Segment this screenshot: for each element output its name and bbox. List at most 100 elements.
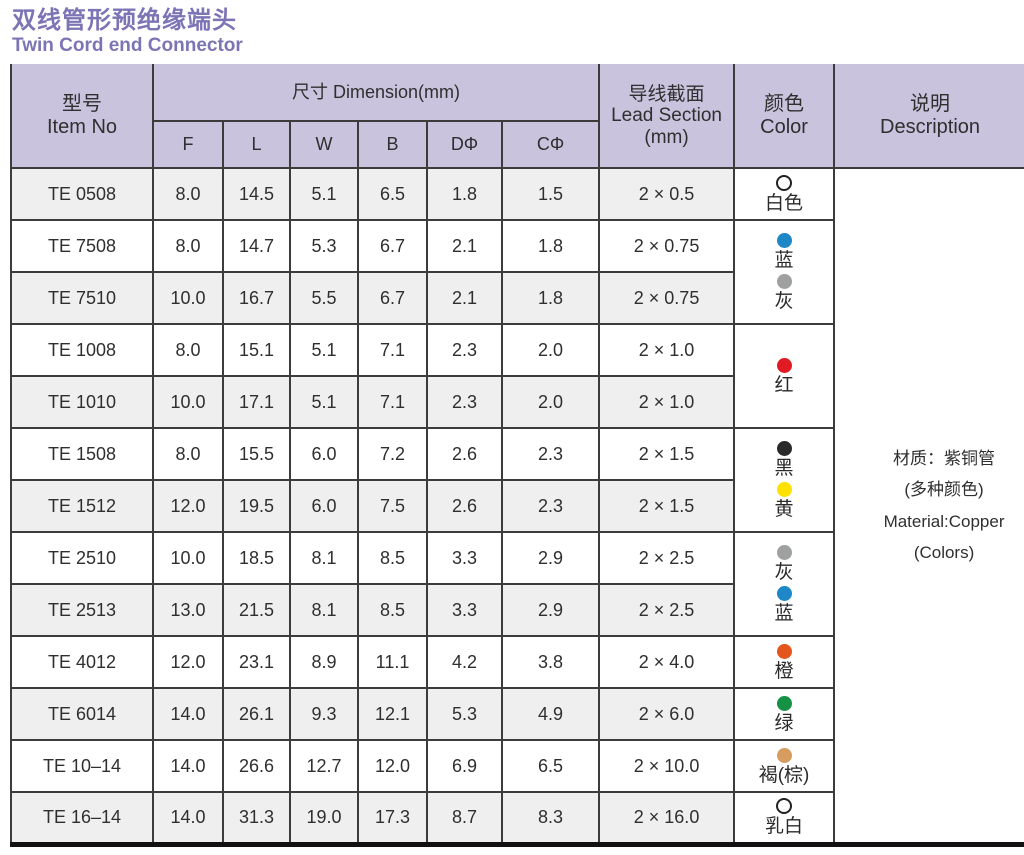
- dim-l-cell: 14.5: [222, 167, 291, 222]
- lead-section-cell: 2 × 1.5: [598, 479, 736, 534]
- item-no-cell: TE 2513: [10, 583, 154, 638]
- dim-w-cell: 8.1: [289, 583, 359, 638]
- dim-b-cell: 12.0: [357, 739, 428, 794]
- dim-w-cell: 5.1: [289, 323, 359, 378]
- dim-dphi-cell: 2.1: [426, 219, 503, 274]
- dim-cphi-cell: 4.9: [500, 687, 601, 742]
- color-label: 黑: [774, 457, 794, 479]
- dim-l-cell: 15.5: [222, 427, 291, 482]
- dim-dphi-cell: 1.8: [426, 167, 503, 222]
- color-cell: 橙: [733, 635, 836, 690]
- dim-b-cell: 7.1: [357, 375, 428, 430]
- dim-l-cell: 18.5: [222, 531, 291, 586]
- dim-f-cell: 8.0: [152, 427, 224, 482]
- dim-f-cell: 10.0: [152, 531, 224, 586]
- color-label: 蓝: [774, 603, 794, 625]
- color-dot-white: [776, 798, 793, 815]
- description-line: Material:Copper: [883, 511, 1005, 531]
- dim-f-cell: 8.0: [152, 219, 224, 274]
- col-header-dphi: DΦ: [426, 120, 503, 170]
- dim-cphi-cell: 1.8: [500, 219, 601, 274]
- dim-l-cell: 26.1: [222, 687, 291, 742]
- page-header: 双线管形预绝缘端头 Twin Cord end Connector: [0, 0, 1024, 56]
- item-no-cell: TE 0508: [10, 167, 154, 222]
- dim-l-cell: 17.1: [222, 375, 291, 430]
- table-row: TE 16–14 14.0 31.3 19.0 17.3 8.7 8.3 2 ×…: [10, 791, 1024, 846]
- dim-dphi-cell: 2.3: [426, 375, 503, 430]
- color-dot-blue: [776, 232, 792, 248]
- col-header-item-no-en: Item No: [46, 115, 118, 138]
- col-header-color-en: Color: [760, 115, 808, 138]
- color-label: 白色: [765, 193, 804, 215]
- color-label: 黄: [774, 499, 794, 521]
- color-dot-red: [776, 357, 792, 373]
- dim-b-cell: 7.1: [357, 323, 428, 378]
- dim-w-cell: 12.7: [289, 739, 359, 794]
- lead-section-cell: 2 × 1.0: [598, 375, 736, 430]
- dim-b-cell: 6.7: [357, 219, 428, 274]
- dim-l-cell: 31.3: [222, 791, 291, 846]
- dim-cphi-cell: 2.3: [500, 479, 601, 534]
- dim-w-cell: 5.1: [289, 375, 359, 430]
- dim-f-cell: 10.0: [152, 375, 224, 430]
- dim-b-cell: 7.2: [357, 427, 428, 482]
- col-header-lead-en: Lead Section: [611, 105, 722, 127]
- table-row: TE 1512 12.0 19.5 6.0 7.5 2.6 2.3 2 × 1.…: [10, 479, 1024, 534]
- dim-w-cell: 6.0: [289, 479, 359, 534]
- description-line: (Colors): [913, 543, 975, 563]
- color-label: 灰: [774, 291, 794, 313]
- dim-w-cell: 9.3: [289, 687, 359, 742]
- dim-w-cell: 8.1: [289, 531, 359, 586]
- dim-dphi-cell: 2.6: [426, 479, 503, 534]
- item-no-cell: TE 1512: [10, 479, 154, 534]
- dim-dphi-cell: 4.2: [426, 635, 503, 690]
- item-no-cell: TE 1508: [10, 427, 154, 482]
- col-header-lead-unit: (mm): [644, 126, 689, 148]
- dim-w-cell: 19.0: [289, 791, 359, 846]
- description-cell: 材质：紫铜管 (多种颜色) Material:Copper (Colors): [833, 167, 1024, 846]
- lead-section-cell: 2 × 4.0: [598, 635, 736, 690]
- dim-b-cell: 7.5: [357, 479, 428, 534]
- color-label: 绿: [774, 712, 794, 734]
- color-dot-gray: [776, 274, 792, 290]
- dim-w-cell: 5.5: [289, 271, 359, 326]
- item-no-cell: TE 10–14: [10, 739, 154, 794]
- dim-l-cell: 15.1: [222, 323, 291, 378]
- table-row: TE 2513 13.0 21.5 8.1 8.5 3.3 2.9 2 × 2.…: [10, 583, 1024, 638]
- dim-cphi-cell: 2.9: [500, 583, 601, 638]
- col-header-b: B: [357, 120, 428, 170]
- spec-table: 型号 Item No 尺寸 Dimension(mm) 导线截面 Lead Se…: [10, 64, 1024, 847]
- col-header-lead-zh: 导线截面: [628, 84, 705, 106]
- lead-section-cell: 2 × 10.0: [598, 739, 736, 794]
- dim-f-cell: 12.0: [152, 479, 224, 534]
- item-no-cell: TE 1008: [10, 323, 154, 378]
- col-header-item-no-zh: 型号: [62, 92, 102, 115]
- dim-b-cell: 6.7: [357, 271, 428, 326]
- color-dot-yellow: [776, 482, 792, 498]
- color-dot-gray: [776, 544, 792, 560]
- dim-dphi-cell: 6.9: [426, 739, 503, 794]
- dim-l-cell: 19.5: [222, 479, 291, 534]
- dim-f-cell: 12.0: [152, 635, 224, 690]
- item-no-cell: TE 1010: [10, 375, 154, 430]
- color-dot-brown: [776, 747, 792, 763]
- dim-cphi-cell: 1.8: [500, 271, 601, 326]
- color-cell: 褐(棕): [733, 739, 836, 794]
- dim-f-cell: 14.0: [152, 687, 224, 742]
- table-row: TE 1508 8.0 15.5 6.0 7.2 2.6 2.3 2 × 1.5…: [10, 427, 1024, 534]
- item-no-cell: TE 2510: [10, 531, 154, 586]
- dim-dphi-cell: 8.7: [426, 791, 503, 846]
- col-header-description: 说明 Description: [833, 64, 1024, 170]
- color-cell: 蓝 灰: [733, 219, 836, 326]
- dim-l-cell: 14.7: [222, 219, 291, 274]
- dim-cphi-cell: 2.0: [500, 323, 601, 378]
- dim-f-cell: 8.0: [152, 323, 224, 378]
- item-no-cell: TE 4012: [10, 635, 154, 690]
- table-row: TE 0508 8.0 14.5 5.1 6.5 1.8 1.5 2 × 0.5…: [10, 167, 1024, 846]
- description-line: 材质：紫铜管: [893, 448, 996, 468]
- lead-section-cell: 2 × 2.5: [598, 583, 736, 638]
- lead-section-cell: 2 × 2.5: [598, 531, 736, 586]
- dim-b-cell: 12.1: [357, 687, 428, 742]
- dim-b-cell: 8.5: [357, 583, 428, 638]
